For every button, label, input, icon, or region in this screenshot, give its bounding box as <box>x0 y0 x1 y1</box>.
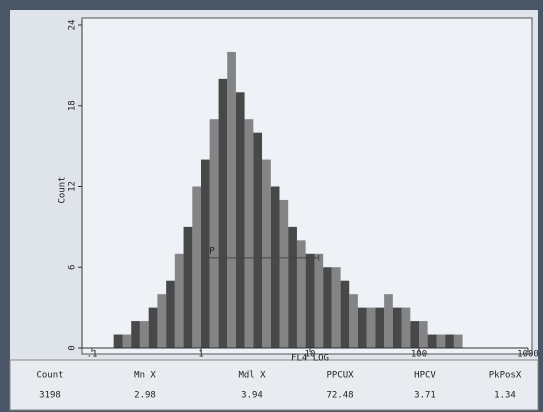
bar <box>349 294 358 348</box>
y-tick-label: 24 <box>68 20 78 31</box>
bar <box>288 226 297 348</box>
x-tick-label: .1 <box>87 350 98 360</box>
bar <box>419 321 428 348</box>
bar <box>331 267 341 348</box>
stat-value: 1.34 <box>494 391 516 401</box>
bar <box>174 253 184 348</box>
stat-header: Count <box>36 371 63 381</box>
bar <box>436 334 446 348</box>
bar <box>296 240 306 348</box>
x-axis-label: FL4 LOG <box>291 354 329 364</box>
stat-value: 72.48 <box>326 391 353 401</box>
stat-header: HPCV <box>414 371 436 381</box>
bar <box>166 280 175 348</box>
x-tick-label: 1 <box>198 350 203 360</box>
bar <box>375 307 385 348</box>
stat-header: PkPosX <box>489 371 522 381</box>
bar <box>305 253 315 348</box>
bar <box>201 159 210 348</box>
bar <box>122 334 132 348</box>
y-tick-label: 6 <box>68 265 78 270</box>
bar <box>209 119 219 348</box>
x-tick-label: 1000 <box>517 350 539 360</box>
bar <box>401 307 411 348</box>
bar <box>270 186 280 348</box>
stats-panel <box>9 359 539 411</box>
bar <box>218 78 228 348</box>
bar <box>392 307 402 348</box>
bar <box>148 307 158 348</box>
stat-value: 3.71 <box>414 391 436 401</box>
y-tick-label: 18 <box>68 100 78 111</box>
bar <box>279 199 289 348</box>
y-tick-label: 0 <box>68 345 78 350</box>
bar <box>235 92 245 349</box>
y-tick-label: 12 <box>68 181 78 192</box>
bar <box>314 253 324 348</box>
x-tick-label: 100 <box>411 350 427 360</box>
stat-value: 3.94 <box>241 391 263 401</box>
bar <box>384 294 393 348</box>
y-axis-label: Count <box>58 176 68 203</box>
bar <box>253 132 263 348</box>
bar <box>366 307 376 348</box>
bar <box>262 159 271 348</box>
bar <box>113 334 123 348</box>
x-tick-label: 10 <box>305 350 316 360</box>
gate-label: P <box>209 246 215 256</box>
stat-value: 3198 <box>39 391 61 401</box>
bar <box>192 186 201 348</box>
bar <box>323 267 332 348</box>
stat-header: PPCUX <box>326 371 354 381</box>
bar <box>427 334 437 348</box>
stat-header: Mdl X <box>238 371 266 381</box>
bar <box>227 51 236 349</box>
bar <box>157 294 167 348</box>
bar <box>453 334 463 348</box>
stat-header: Mn X <box>134 371 156 381</box>
bar <box>357 307 367 348</box>
bar <box>410 321 419 348</box>
bar <box>131 321 140 348</box>
stat-value: 2.98 <box>134 391 156 401</box>
bar <box>340 280 350 348</box>
bar <box>244 119 254 348</box>
bar <box>445 334 454 348</box>
bar <box>139 321 149 348</box>
bar <box>183 226 193 348</box>
